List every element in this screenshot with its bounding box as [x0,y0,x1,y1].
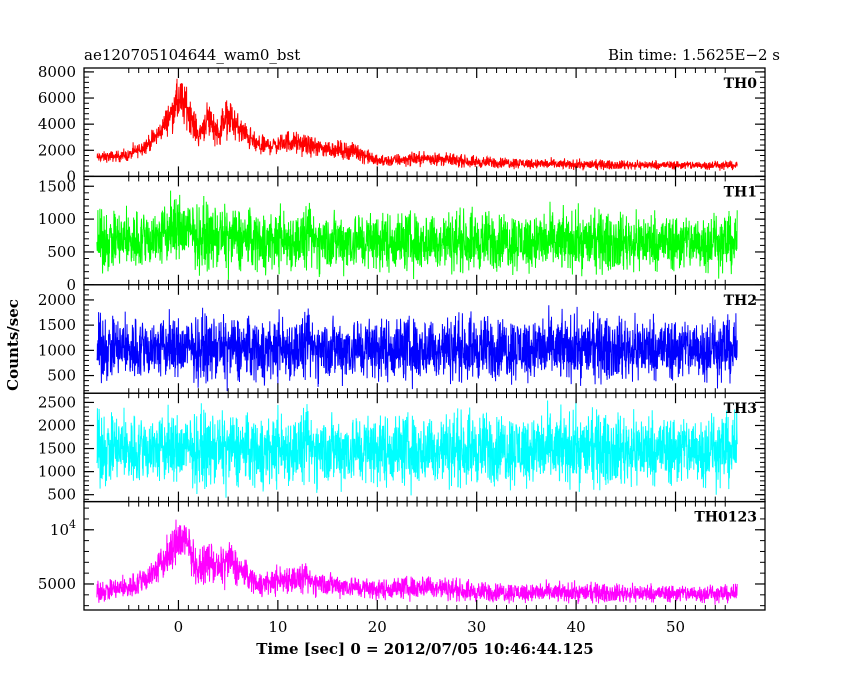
panel-label-th0: TH0 [724,76,758,92]
y-axis-title: Counts/sec [4,299,22,391]
y-tick-label: 8000 [38,63,76,81]
series-trace-th1 [96,190,738,280]
panel-th0: 0 2000 4000 6000 8000 TH0 [38,63,766,185]
y-tick-label: 0 [66,167,76,185]
x-tick-label: 30 [467,618,486,636]
x-axis-title: Time [sec] 0 = 2012/07/05 10:46:44.125 [256,640,593,658]
y-tick-label: 2000 [38,416,76,434]
series-trace-th2 [96,305,738,392]
file-label: ae120705104644_wam0_bst [84,46,300,64]
y-tick-label: 2000 [38,291,76,309]
panel-th2: 500 1000 1500 2000 TH2 [38,284,766,394]
series-trace-th0123 [96,519,738,605]
series-trace-th3 [96,400,738,498]
x-tick-label: 40 [567,618,586,636]
panel-frame [83,500,766,611]
y-tick-label: 6000 [38,89,76,107]
panel-th3: 500 1000 1500 2000 2500 TH3 [38,392,766,504]
y-tick-label: 1000 [38,210,76,228]
panel-th0123: 5000 104 TH0123 [38,500,766,611]
panel-label-th1: TH1 [724,184,757,200]
x-tick-label: 50 [666,618,685,636]
y-tick-label: 2000 [38,141,76,159]
y-tick-label: 104 [50,518,76,539]
y-tick-label: 1500 [38,177,76,195]
panel-label-th3: TH3 [724,401,757,417]
panel-label-th2: TH2 [724,293,757,309]
bin-time-label: Bin time: 1.5625E−2 s [608,46,780,64]
y-tick-label: 1000 [38,463,76,481]
y-tick-label: 1000 [38,341,76,359]
y-tick-label: 5000 [38,575,76,593]
y-tick-label: 500 [47,367,76,385]
y-tick-label: 1500 [38,316,76,334]
y-tick-label: 2500 [38,393,76,411]
panel-label-th0123: TH0123 [694,510,757,526]
y-tick-label: 4000 [38,115,76,133]
y-tick-label: 500 [47,486,76,504]
x-tick-label: 10 [268,618,287,636]
x-tick-label: 0 [174,618,184,636]
y-tick-label: 1500 [38,440,76,458]
series-trace-th0 [96,78,738,171]
y-tick-label: 0 [66,276,76,294]
panel-th1: 0 500 1000 1500 TH1 [38,175,766,294]
y-tick-label: 500 [47,243,76,261]
x-tick-label: 20 [368,618,387,636]
